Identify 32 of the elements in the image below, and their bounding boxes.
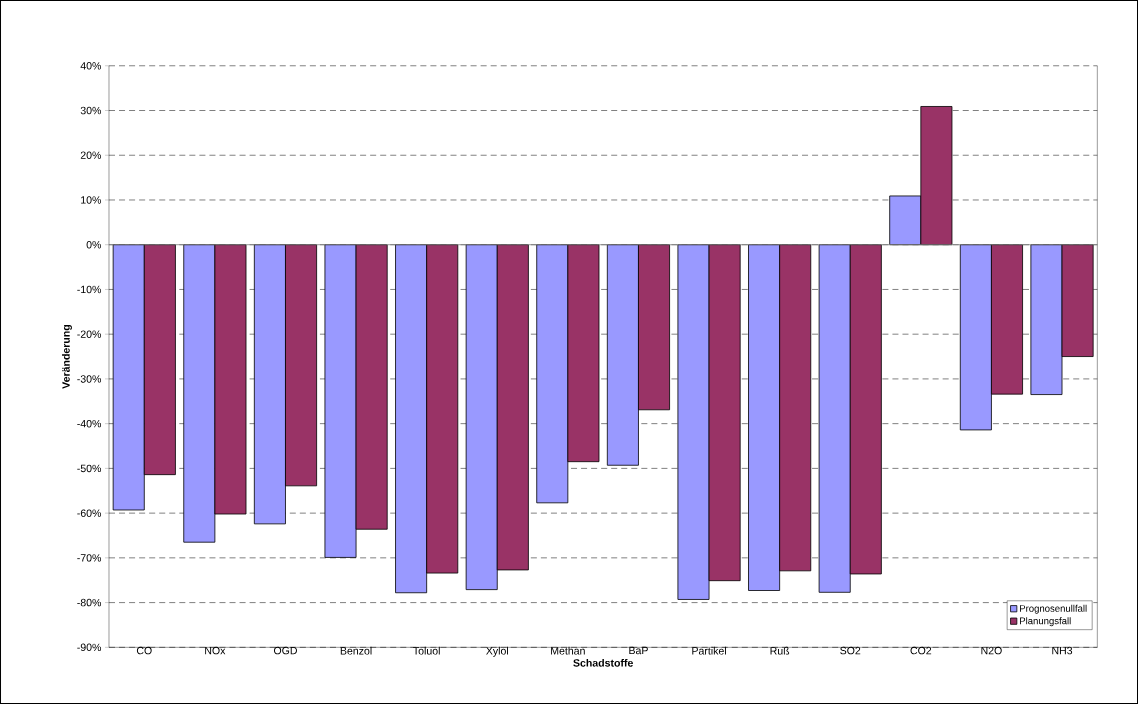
y-tick-label: -30%: [77, 375, 102, 383]
x-tick-label: CO2: [910, 646, 932, 655]
y-axis-title: Veränderung: [62, 324, 72, 389]
y-tick-label: 40%: [80, 62, 102, 70]
legend-label: Planungsfall: [1020, 617, 1071, 627]
x-tick-label: NOx: [205, 646, 226, 655]
y-tick-label: -10%: [77, 285, 102, 294]
y-tick-label: 10%: [81, 196, 102, 204]
y-tick-label: -50%: [77, 464, 102, 473]
x-tick-label: Toluol: [413, 646, 440, 655]
x-axis-title: Schadstoffe: [573, 658, 633, 667]
x-tick-label: SO2: [840, 646, 861, 655]
y-tick-label: -40%: [77, 419, 102, 428]
y-tick-label: -60%: [77, 509, 102, 517]
x-tick-label: N2O: [981, 646, 1002, 655]
x-tick-label: CO: [136, 646, 152, 655]
x-tick-label: Xylol: [486, 646, 508, 657]
y-tick-label: -20%: [77, 330, 102, 338]
x-tick-label: Partikel: [692, 646, 726, 655]
x-tick-label: Benzol: [340, 646, 372, 655]
y-tick-label: 0%: [86, 240, 102, 249]
y-tick-label: -70%: [77, 554, 102, 562]
y-tick-label: -80%: [77, 598, 102, 607]
y-tick-label: 20%: [80, 151, 102, 159]
y-tick-label: -90%: [77, 643, 102, 652]
x-tick-label: Methan: [551, 646, 585, 655]
x-tick-label: Ruß: [770, 646, 790, 655]
legend-label: Prognosenullfall: [1020, 604, 1087, 614]
x-tick-label: OGD: [273, 646, 297, 655]
y-tick-label: 30%: [80, 106, 102, 115]
x-tick-label: BaP: [629, 646, 648, 655]
x-tick-label: NH3: [1052, 646, 1073, 655]
